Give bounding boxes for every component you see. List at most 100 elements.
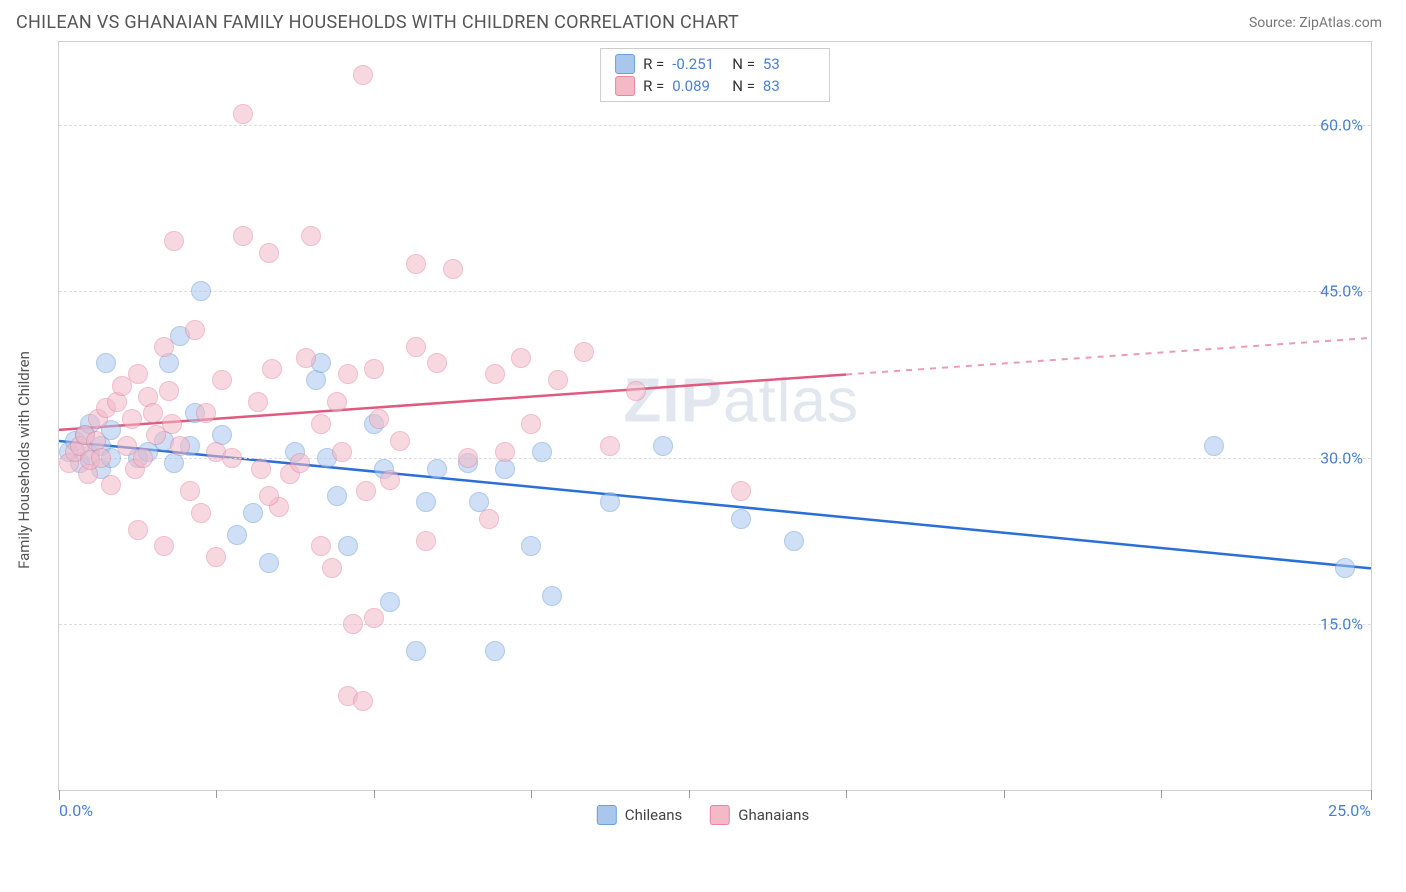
legend-swatch <box>710 805 730 825</box>
chart-title: CHILEAN VS GHANAIAN FAMILY HOUSEHOLDS WI… <box>16 12 739 33</box>
data-point <box>101 475 121 495</box>
data-point <box>731 481 751 501</box>
data-point <box>390 431 410 451</box>
legend-series-item: Chileans <box>597 805 682 825</box>
data-point <box>227 525 247 545</box>
data-point <box>96 353 116 373</box>
data-point <box>731 509 751 529</box>
data-point <box>338 536 358 556</box>
data-point <box>574 342 594 362</box>
data-point <box>222 448 242 468</box>
grid-line <box>59 624 1371 625</box>
data-point <box>327 392 347 412</box>
data-point <box>380 592 400 612</box>
r-label: R = <box>643 55 664 73</box>
chart-header: CHILEAN VS GHANAIAN FAMILY HOUSEHOLDS WI… <box>0 0 1406 41</box>
data-point <box>548 370 568 390</box>
watermark-atlas: atlas <box>723 367 859 436</box>
n-value: 53 <box>763 55 815 73</box>
data-point <box>311 414 331 434</box>
data-point <box>233 104 253 124</box>
data-point <box>511 348 531 368</box>
legend-stats: R = -0.251 N = 53 R = 0.089 N = 83 <box>600 48 830 102</box>
data-point <box>233 226 253 246</box>
data-point <box>406 641 426 661</box>
data-point <box>91 448 111 468</box>
data-point <box>191 503 211 523</box>
legend-swatch <box>615 54 635 74</box>
x-tick-major <box>1371 790 1372 800</box>
data-point <box>532 442 552 462</box>
data-point <box>626 381 646 401</box>
plot-area: ZIPatlas R = -0.251 N = 53 R = 0.089 N = 83 15.… <box>58 41 1372 791</box>
grid-line <box>59 125 1371 126</box>
data-point <box>1204 436 1224 456</box>
watermark-zip: ZIP <box>624 367 723 436</box>
data-point <box>164 231 184 251</box>
n-value: 83 <box>763 77 815 95</box>
data-point <box>162 414 182 434</box>
data-point <box>416 531 436 551</box>
data-point <box>343 614 363 634</box>
data-point <box>653 436 673 456</box>
chart-container: Family Households with Children ZIPatlas… <box>16 41 1390 861</box>
x-tick-minor <box>1161 790 1162 798</box>
data-point <box>243 503 263 523</box>
data-point <box>290 453 310 473</box>
data-point <box>191 281 211 301</box>
data-point <box>443 259 463 279</box>
n-label: N = <box>732 77 755 95</box>
x-tick-minor <box>1004 790 1005 798</box>
data-point <box>353 691 373 711</box>
data-point <box>427 459 447 479</box>
data-point <box>406 337 426 357</box>
data-point <box>206 547 226 567</box>
data-point <box>196 403 216 423</box>
data-point <box>180 481 200 501</box>
data-point <box>353 65 373 85</box>
data-point <box>122 409 142 429</box>
y-axis-label: Family Households with Children <box>15 351 33 569</box>
legend-stats-row: R = -0.251 N = 53 <box>615 53 815 75</box>
data-point <box>406 254 426 274</box>
x-tick-label: 25.0% <box>1328 801 1371 820</box>
data-point <box>521 414 541 434</box>
x-tick-minor <box>216 790 217 798</box>
grid-line <box>59 458 1371 459</box>
y-tick-label: 60.0% <box>1320 116 1363 135</box>
data-point <box>133 448 153 468</box>
data-point <box>416 492 436 512</box>
chart-source: Source: ZipAtlas.com <box>1249 15 1382 31</box>
r-value: -0.251 <box>672 55 724 73</box>
n-label: N = <box>732 55 755 73</box>
x-tick-minor <box>846 790 847 798</box>
data-point <box>784 531 804 551</box>
data-point <box>427 353 447 373</box>
data-point <box>485 364 505 384</box>
data-point <box>259 486 279 506</box>
data-point <box>185 320 205 340</box>
y-tick-label: 30.0% <box>1320 448 1363 467</box>
x-tick-label: 0.0% <box>59 801 93 820</box>
legend-series-label: Chileans <box>625 806 682 824</box>
data-point <box>154 536 174 556</box>
data-point <box>159 381 179 401</box>
data-point <box>311 536 331 556</box>
x-tick-minor <box>374 790 375 798</box>
y-tick-label: 45.0% <box>1320 282 1363 301</box>
data-point <box>128 364 148 384</box>
legend-series-item: Ghanaians <box>710 805 809 825</box>
data-point <box>128 520 148 540</box>
data-point <box>364 359 384 379</box>
data-point <box>458 448 478 468</box>
data-point <box>143 403 163 423</box>
data-point <box>332 442 352 462</box>
x-tick-minor <box>689 790 690 798</box>
data-point <box>259 243 279 263</box>
data-point <box>248 392 268 412</box>
r-label: R = <box>643 77 664 95</box>
data-point <box>542 586 562 606</box>
data-point <box>338 364 358 384</box>
r-value: 0.089 <box>672 77 724 95</box>
y-tick-label: 15.0% <box>1320 614 1363 633</box>
